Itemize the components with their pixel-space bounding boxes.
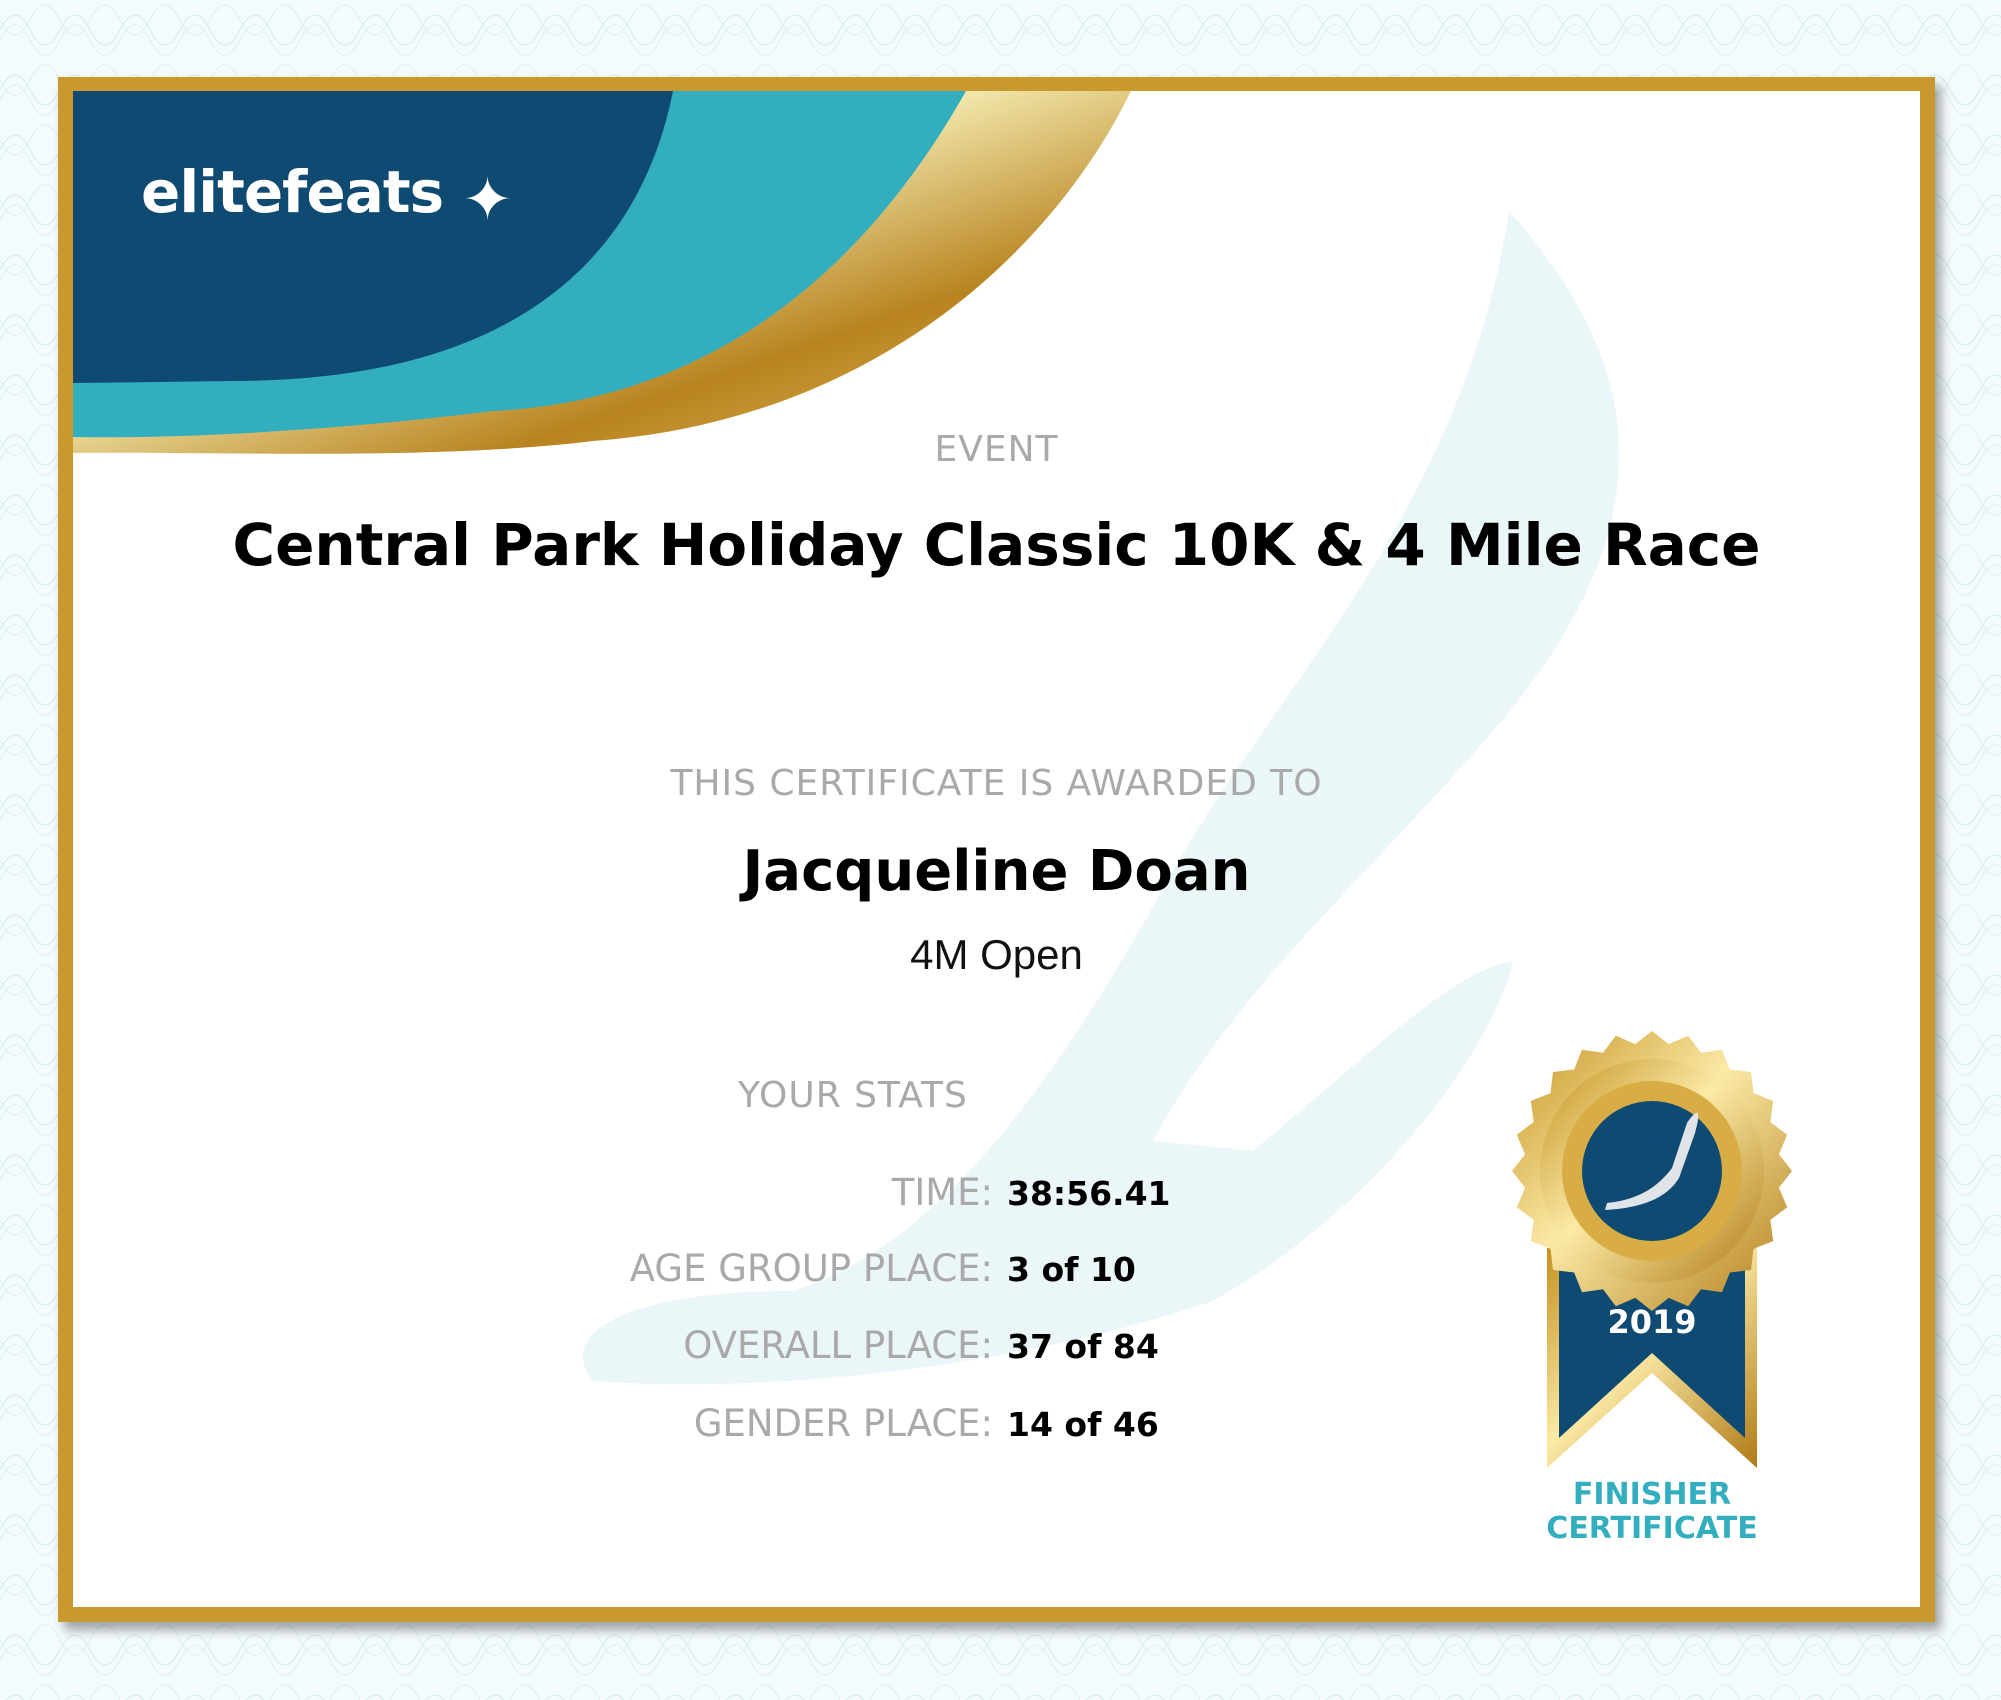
stat-value: 37 of 84 <box>1007 1327 1159 1366</box>
stat-label: OVERALL PLACE: <box>683 1324 993 1367</box>
event-title: Central Park Holiday Classic 10K & 4 Mil… <box>232 511 1761 579</box>
winged-foot-icon: ✦ <box>462 165 512 235</box>
badge-line2: CERTIFICATE <box>1546 1511 1758 1546</box>
event-label: EVENT <box>934 429 1059 470</box>
header-swoosh <box>73 91 1620 1385</box>
stat-row-age-group: AGE GROUP PLACE: 3 of 10 <box>73 1247 1273 1297</box>
recipient-name: Jacqueline Doan <box>742 839 1251 904</box>
watermark-winged-foot <box>582 211 1620 1385</box>
finisher-certificate-label: FINISHER CERTIFICATE <box>1457 1478 1847 1546</box>
badge-line1: FINISHER <box>1572 1477 1732 1512</box>
stat-value: 38:56.41 <box>1007 1174 1171 1213</box>
stat-value: 3 of 10 <box>1007 1250 1136 1289</box>
elitefeats-logo: elitefeats ✦ <box>141 157 513 235</box>
stat-row-time: TIME: 38:56.41 <box>73 1171 1273 1221</box>
logo-text: elitefeats <box>141 158 444 226</box>
certificate-frame: elitefeats ✦ EVENT Central Park Holiday … <box>58 77 1935 1622</box>
stat-label: GENDER PLACE: <box>693 1402 993 1445</box>
division: 4M Open <box>910 931 1083 978</box>
badge-year: 2019 <box>1607 1303 1696 1341</box>
stat-row-gender: GENDER PLACE: 14 of 46 <box>73 1402 1273 1452</box>
stats-label: YOUR STATS <box>738 1075 968 1116</box>
certificate-body: elitefeats ✦ EVENT Central Park Holiday … <box>73 91 1920 1607</box>
awarded-to-label: THIS CERTIFICATE IS AWARDED TO <box>670 763 1323 804</box>
stat-value: 14 of 46 <box>1007 1405 1159 1444</box>
stat-label: AGE GROUP PLACE: <box>629 1247 993 1290</box>
winged-foot-icon <box>1605 1112 1699 1210</box>
stat-row-overall: OVERALL PLACE: 37 of 84 <box>73 1324 1273 1374</box>
finisher-medal: 2019 <box>1512 1031 1792 1468</box>
stat-label: TIME: <box>891 1171 993 1214</box>
